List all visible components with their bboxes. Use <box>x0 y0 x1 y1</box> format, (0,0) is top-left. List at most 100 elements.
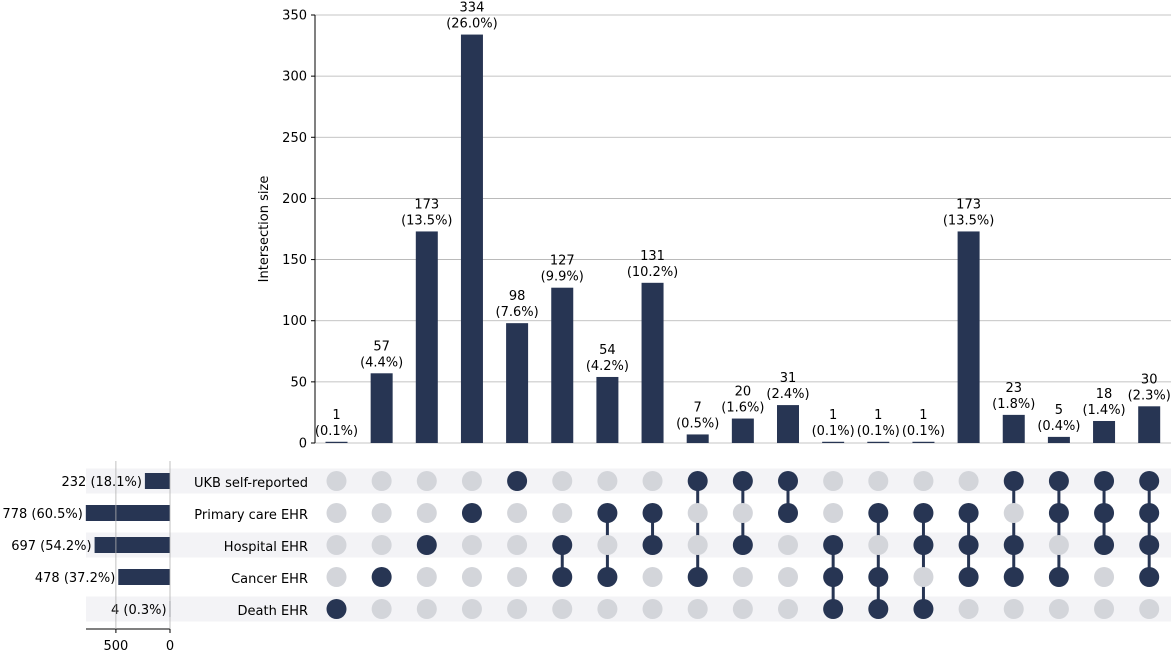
matrix-dot-active <box>552 535 573 555</box>
matrix-dot-active <box>868 567 889 587</box>
matrix-dot-inactive <box>1003 599 1024 619</box>
matrix-dot-inactive <box>507 503 528 523</box>
bar-percent-label: (1.8%) <box>992 397 1035 412</box>
matrix-dot-inactive <box>552 471 573 491</box>
matrix-dot-inactive <box>507 535 528 555</box>
intersection-bar <box>641 282 664 443</box>
intersection-bar <box>506 323 529 443</box>
matrix-dot-active <box>461 503 482 523</box>
y-tick-label: 250 <box>282 131 307 146</box>
matrix-dot-inactive <box>732 599 753 619</box>
matrix-stripes <box>86 468 1171 622</box>
set-size-bar <box>118 569 170 585</box>
matrix-stripe <box>86 596 1171 622</box>
intersection-bar <box>325 441 348 443</box>
set-size-tick-label: 0 <box>166 639 174 653</box>
matrix-dot-inactive <box>552 503 573 523</box>
matrix-dot-active <box>326 599 347 619</box>
matrix-dot-inactive <box>371 503 392 523</box>
matrix-stripe <box>86 468 1171 494</box>
bar-percent-label: (26.0%) <box>446 17 497 32</box>
matrix-dot-active <box>913 535 934 555</box>
gridlines <box>315 14 1171 444</box>
bar-count-label: 131 <box>640 249 665 264</box>
matrix-dot-active <box>1139 471 1160 491</box>
matrix-dot-active <box>552 567 573 587</box>
matrix-dot-active <box>1048 503 1069 523</box>
matrix-dot-inactive <box>326 471 347 491</box>
matrix-dot-inactive <box>326 503 347 523</box>
matrix-dot-inactive <box>416 567 437 587</box>
matrix-dot-inactive <box>461 567 482 587</box>
bar-percent-label: (0.4%) <box>1037 419 1080 434</box>
matrix-dot-inactive <box>868 471 889 491</box>
matrix-dot-active <box>1003 567 1024 587</box>
set-size-label: 697 (54.2%) <box>11 539 91 554</box>
matrix-dot-inactive <box>507 567 528 587</box>
bar-count-label: 98 <box>509 289 526 304</box>
matrix-dot-inactive <box>642 567 663 587</box>
matrix-dot-active <box>371 567 392 587</box>
bar-percent-label: (2.4%) <box>766 387 809 402</box>
bar-count-label: 334 <box>460 1 485 16</box>
matrix-dot-active <box>1048 471 1069 491</box>
bar-percent-label: (0.1%) <box>315 424 358 439</box>
intersection-bar <box>731 418 754 443</box>
matrix-dot-active <box>507 471 528 491</box>
matrix-dot-inactive <box>326 535 347 555</box>
intersection-bar <box>596 376 619 443</box>
matrix-dot-inactive <box>552 599 573 619</box>
matrix-dot-active <box>732 535 753 555</box>
matrix-dot-inactive <box>416 599 437 619</box>
bar-count-label: 173 <box>414 197 439 212</box>
matrix-dot-inactive <box>687 535 708 555</box>
bar-count-label: 1 <box>874 408 882 423</box>
bar-percent-label: (0.5%) <box>676 416 719 431</box>
intersection-bar <box>1002 414 1025 443</box>
set-size-label: 4 (0.3%) <box>111 603 167 618</box>
intersection-bar <box>686 434 709 443</box>
intersection-bar <box>867 441 890 443</box>
matrix-dot-inactive <box>732 567 753 587</box>
bar-percent-label: (13.5%) <box>943 213 994 228</box>
matrix-dot-active <box>642 503 663 523</box>
matrix-dot-active <box>913 599 934 619</box>
bar-count-label: 20 <box>735 385 752 400</box>
matrix-dot-inactive <box>732 503 753 523</box>
matrix-dot-inactive <box>642 471 663 491</box>
matrix-dot-active <box>1003 471 1024 491</box>
matrix-dot-inactive <box>778 599 798 619</box>
matrix-dot-active <box>687 471 708 491</box>
set-size-bar <box>144 473 170 489</box>
bar-count-label: 5 <box>1055 403 1063 418</box>
matrix-dot-active <box>1094 503 1115 523</box>
y-tick-label: 300 <box>282 70 307 85</box>
matrix-stripe <box>86 532 1171 558</box>
matrix-dot-active <box>1003 535 1024 555</box>
bar-percent-label: (13.5%) <box>401 213 452 228</box>
matrix-dot-inactive <box>1003 503 1024 523</box>
set-name-label: Hospital EHR <box>224 540 308 555</box>
bar-percent-label: (2.3%) <box>1128 388 1171 403</box>
set-size-bar <box>94 537 170 553</box>
matrix-dot-inactive <box>913 567 934 587</box>
bar-count-label: 31 <box>780 371 797 386</box>
bar-percent-label: (4.4%) <box>360 355 403 370</box>
matrix-dot-inactive <box>461 535 482 555</box>
bar-percent-label: (0.1%) <box>812 424 855 439</box>
matrix-dot-inactive <box>416 503 437 523</box>
intersection-bar <box>370 373 393 443</box>
matrix-dot-inactive <box>326 567 347 587</box>
bar-count-label: 54 <box>599 343 616 358</box>
y-tick-label: 50 <box>290 375 307 390</box>
matrix-dot-inactive <box>687 503 708 523</box>
set-name-label: Primary care EHR <box>194 508 308 523</box>
bar-percent-label: (0.1%) <box>857 424 900 439</box>
matrix-dot-inactive <box>1139 599 1160 619</box>
matrix-dot-inactive <box>958 471 979 491</box>
matrix-dot-inactive <box>868 535 889 555</box>
intersection-bar <box>1138 406 1161 443</box>
bar-percent-label: (10.2%) <box>627 265 678 280</box>
matrix-dot-active <box>778 471 798 491</box>
